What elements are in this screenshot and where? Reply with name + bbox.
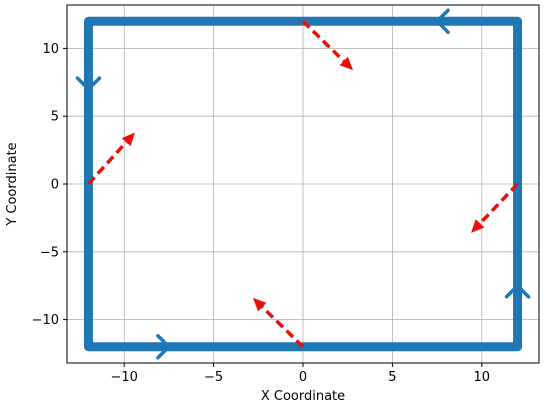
boundary-path	[83, 16, 523, 352]
y-axis-label: Y Coordinate	[5, 142, 20, 226]
ticks: −10 −5 0 5 10 −10 −5 0 5 10	[32, 42, 490, 385]
x-tick-label: 0	[299, 370, 307, 385]
y-tick-label: 10	[42, 42, 59, 57]
direction-arrow	[434, 8, 450, 35]
vector-arrowhead	[252, 297, 267, 312]
x-tick-label: −10	[110, 370, 137, 385]
vector-shaft	[301, 20, 345, 63]
x-axis-label: X Coordinate	[261, 389, 345, 404]
x-tick-label: 10	[474, 370, 491, 385]
x-tick-label: −5	[204, 370, 223, 385]
vector-arrowhead	[121, 132, 135, 147]
vector-shaft	[478, 182, 519, 225]
y-tick-label: −10	[32, 313, 59, 328]
direction-arrow	[156, 333, 172, 360]
x-tick-label: 5	[388, 370, 396, 385]
vector-arrowhead	[471, 219, 485, 233]
data-layer	[75, 8, 531, 360]
y-tick-label: 0	[51, 178, 59, 193]
direction-arrow	[75, 76, 102, 92]
vector-shaft	[261, 305, 305, 348]
direction-arrow	[504, 283, 531, 299]
grid	[67, 5, 539, 363]
y-tick-label: 5	[51, 110, 59, 125]
vector-arrowhead	[339, 56, 354, 71]
vector-shaft	[87, 140, 128, 186]
y-tick-label: −5	[40, 245, 59, 260]
